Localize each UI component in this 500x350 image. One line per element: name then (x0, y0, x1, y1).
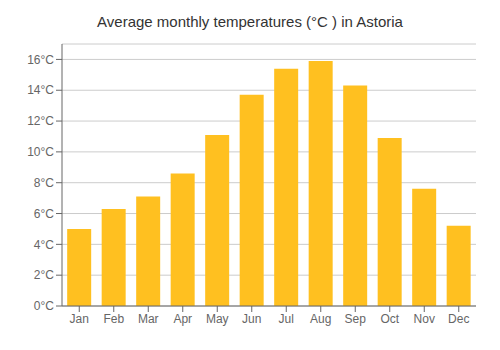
svg-text:Jan: Jan (70, 312, 89, 326)
svg-text:14°C: 14°C (27, 83, 54, 97)
svg-text:6°C: 6°C (34, 207, 54, 221)
svg-text:May: May (206, 312, 229, 326)
svg-text:4°C: 4°C (34, 238, 54, 252)
svg-text:16°C: 16°C (27, 53, 54, 67)
svg-text:10°C: 10°C (27, 145, 54, 159)
svg-text:2°C: 2°C (34, 268, 54, 282)
svg-text:Jun: Jun (242, 312, 261, 326)
svg-text:Feb: Feb (103, 312, 124, 326)
svg-text:Oct: Oct (380, 312, 399, 326)
svg-text:0°C: 0°C (34, 299, 54, 313)
svg-text:Jul: Jul (279, 312, 294, 326)
svg-text:Nov: Nov (414, 312, 435, 326)
svg-text:Apr: Apr (173, 312, 192, 326)
svg-text:12°C: 12°C (27, 114, 54, 128)
html-text:Average monthly temperatures (: Average monthly temperatures (°C ) in As… (97, 13, 403, 30)
svg-text:Sep: Sep (345, 312, 367, 326)
svg-text:Dec: Dec (448, 312, 469, 326)
svg-text:Mar: Mar (138, 312, 159, 326)
svg-text:Aug: Aug (310, 312, 331, 326)
svg-text:8°C: 8°C (34, 176, 54, 190)
